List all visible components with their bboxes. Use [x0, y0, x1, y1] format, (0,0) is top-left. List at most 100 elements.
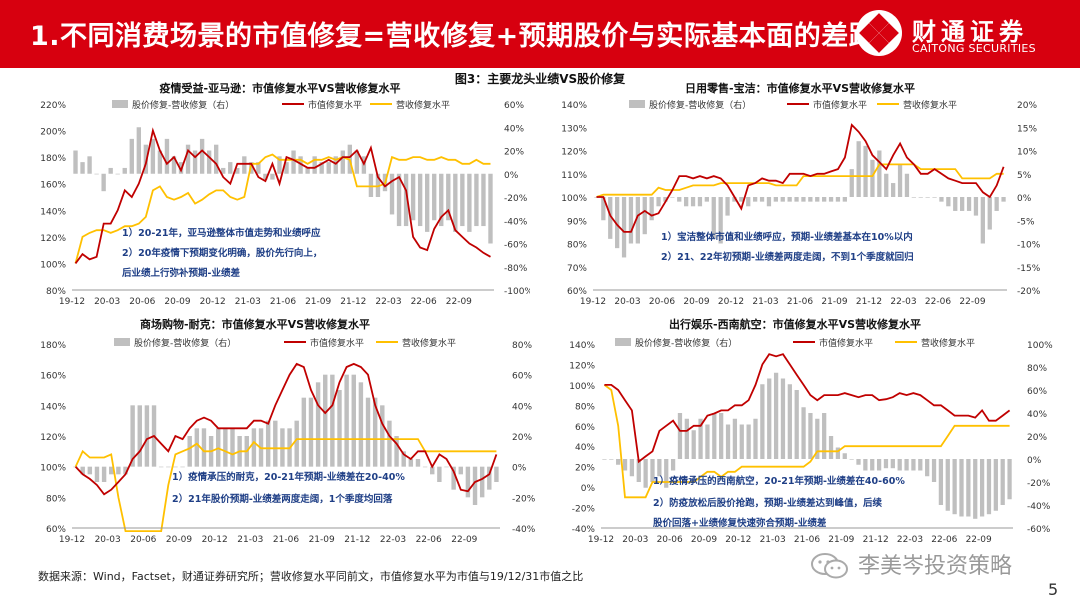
bar-price-minus-revenue	[408, 459, 414, 467]
bar-price-minus-revenue	[136, 127, 141, 174]
y-right-tick-label: 20%	[504, 148, 524, 158]
bar-price-minus-revenue	[460, 173, 465, 227]
bar-price-minus-revenue	[973, 197, 979, 216]
watermark: 李美岑投资策略	[810, 548, 1050, 582]
bar-price-minus-revenue	[615, 197, 620, 249]
bar-price-minus-revenue	[323, 374, 328, 467]
y-left-tick-label: 200%	[40, 128, 66, 138]
x-tick-label: 20-03	[94, 297, 120, 307]
y-left-tick-label: 140%	[40, 207, 66, 217]
x-tick-label: 20-06	[657, 535, 683, 545]
legend-label: 股价修复-营收修复（右）	[132, 99, 234, 111]
bar-price-minus-revenue	[333, 156, 338, 174]
bar-price-minus-revenue	[458, 466, 463, 475]
bar-price-minus-revenue	[994, 197, 999, 211]
y-right-tick-label: -100%	[504, 287, 530, 297]
bar-price-minus-revenue	[344, 374, 349, 467]
bar-price-minus-revenue	[773, 197, 778, 202]
bar-price-minus-revenue	[387, 420, 392, 467]
y-left-tick-label: 220%	[40, 101, 66, 111]
bar-price-minus-revenue	[305, 167, 310, 174]
y-right-tick-label: -60%	[1027, 525, 1051, 535]
chart-annotation: 1）宝洁整体市值和业绩呼应，预期-业绩差基本在10%以内	[661, 231, 913, 243]
x-tick-label: 21-06	[787, 297, 813, 307]
bar-price-minus-revenue	[1001, 197, 1006, 202]
bar-price-minus-revenue	[794, 197, 799, 202]
bar-price-minus-revenue	[201, 428, 207, 467]
y-right-tick-label: -20%	[1027, 479, 1051, 489]
bar-price-minus-revenue	[284, 162, 289, 174]
bar-price-minus-revenue	[330, 374, 335, 467]
bar-price-minus-revenue	[291, 150, 296, 174]
bar-price-minus-revenue	[801, 407, 806, 459]
x-tick-label: 21-09	[821, 297, 847, 307]
y-right-tick-label: 20%	[512, 433, 532, 443]
bar-price-minus-revenue	[650, 459, 655, 482]
bar-price-minus-revenue	[94, 173, 99, 175]
bar-price-minus-revenue	[221, 167, 226, 174]
bar-price-minus-revenue	[115, 173, 120, 175]
bar-price-minus-revenue	[787, 197, 792, 202]
y-right-tick-label: 0%	[1017, 194, 1032, 204]
bar-price-minus-revenue	[986, 459, 992, 515]
legend-label: 营收修复水平	[903, 99, 957, 111]
bar-price-minus-revenue	[340, 150, 345, 174]
line-market-cap-recovery	[74, 127, 491, 264]
y-right-tick-label: 20%	[1027, 433, 1047, 443]
y-left-tick-label: 140%	[569, 341, 595, 351]
bar-price-minus-revenue	[308, 397, 314, 467]
bar-price-minus-revenue	[698, 418, 703, 459]
x-tick-label: 20-09	[691, 535, 717, 545]
bar-price-minus-revenue	[822, 413, 827, 459]
bar-price-minus-revenue	[242, 156, 247, 174]
x-tick-label: 21-12	[340, 297, 366, 307]
y-left-tick-label: 160%	[40, 372, 66, 382]
x-tick-label: 21-06	[794, 535, 820, 545]
x-tick-label: 20-06	[129, 297, 155, 307]
bar-price-minus-revenue	[621, 197, 627, 258]
bar-price-minus-revenue	[380, 405, 385, 467]
bar-price-minus-revenue	[622, 459, 628, 471]
bar-price-minus-revenue	[187, 436, 192, 467]
bar-price-minus-revenue	[228, 162, 233, 174]
bar-price-minus-revenue	[199, 138, 205, 174]
chart-title: 疫情受益-亚马逊：市值修复水平VS营收修复水平	[160, 81, 401, 95]
bar-price-minus-revenue	[417, 173, 423, 227]
bar-price-minus-revenue	[911, 459, 916, 471]
chart-annotation: 2）21、22年初预期-业绩差两度走阔，不到1个季度就回归	[661, 251, 914, 263]
x-tick-label: 22-09	[959, 297, 985, 307]
x-tick-label: 19-12	[59, 297, 85, 307]
bar-price-minus-revenue	[918, 459, 923, 471]
bar-price-minus-revenue	[684, 418, 689, 459]
y-left-tick-label: 130%	[561, 124, 587, 134]
bar-price-minus-revenue	[828, 436, 834, 459]
y-left-tick-label: 60%	[567, 287, 587, 297]
x-tick-label: 22-06	[411, 297, 437, 307]
legend-label: 股价修复-营收修复（右）	[635, 337, 737, 349]
y-right-tick-label: -80%	[504, 264, 528, 274]
bar-price-minus-revenue	[925, 197, 930, 198]
bar-price-minus-revenue	[897, 164, 903, 197]
bar-price-minus-revenue	[437, 466, 442, 482]
bar-price-minus-revenue	[425, 173, 430, 232]
bar-price-minus-revenue	[753, 418, 758, 459]
x-tick-label: 20-12	[202, 535, 228, 545]
bar-price-minus-revenue	[298, 156, 303, 174]
y-left-tick-label: 120%	[561, 148, 587, 158]
x-tick-label: 22-06	[925, 297, 951, 307]
legend-label: 市值修复水平	[308, 99, 362, 111]
y-right-tick-label: 10%	[1017, 148, 1037, 158]
source-note: 数据来源：Wind，Factset，财通证券研究所；营收修复水平同前文，市值修复…	[38, 570, 584, 583]
bar-price-minus-revenue	[856, 459, 861, 465]
bar-price-minus-revenue	[960, 197, 965, 211]
chart-title: 出行娱乐-西南航空：市值修复水平VS营收修复水平	[669, 317, 921, 331]
bar-price-minus-revenue	[697, 197, 703, 207]
bar-price-minus-revenue	[122, 167, 127, 174]
bar-price-minus-revenue	[474, 173, 479, 227]
x-tick-label: 21-03	[760, 535, 786, 545]
bar-price-minus-revenue	[979, 459, 985, 517]
chart-title: 商场购物-耐克：市值修复水平VS营收修复水平	[140, 317, 370, 331]
bar-price-minus-revenue	[249, 162, 254, 174]
bar-price-minus-revenue	[354, 150, 360, 174]
bar-price-minus-revenue	[609, 459, 614, 460]
